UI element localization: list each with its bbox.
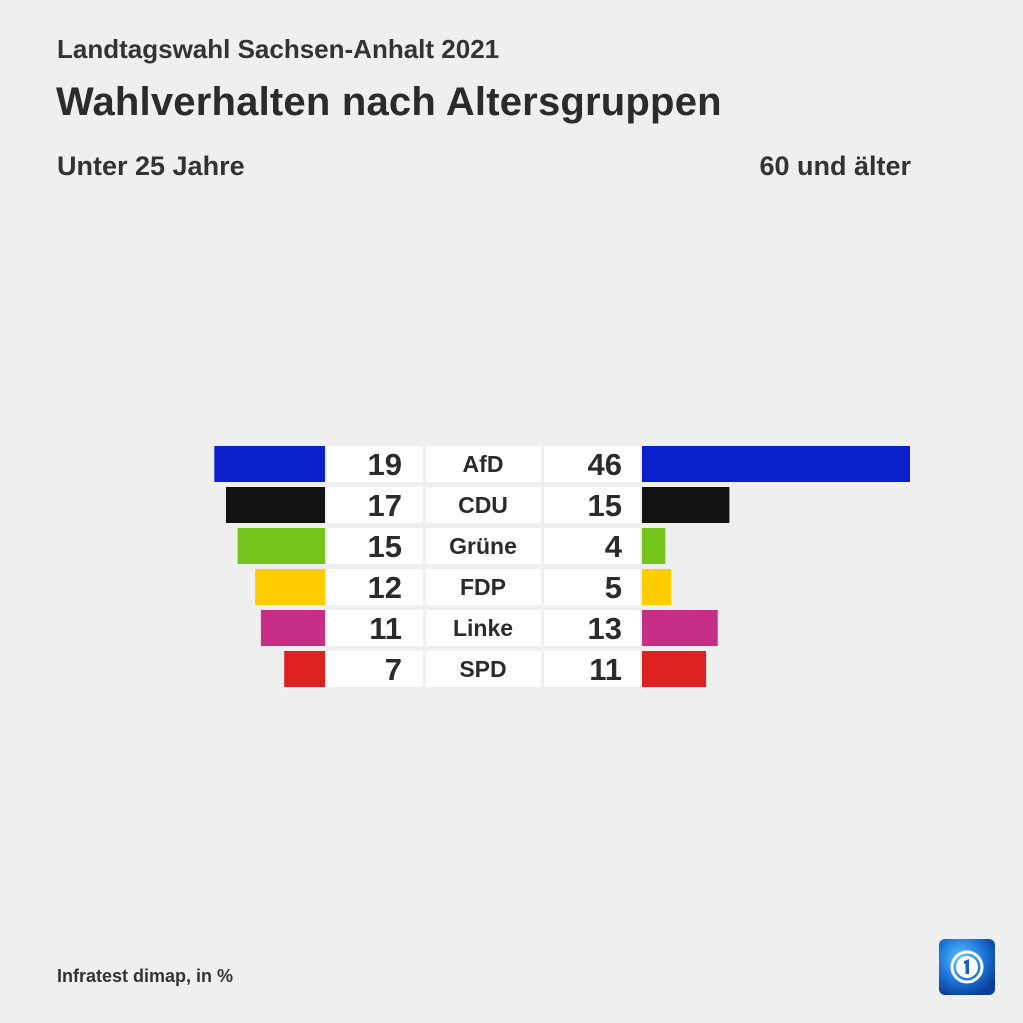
bar-right-cdu — [642, 487, 730, 523]
cell-bg-category — [426, 610, 541, 646]
value-label-left: 17 — [368, 488, 402, 523]
cell-bg-category — [426, 569, 541, 605]
category-label: Grüne — [449, 533, 517, 559]
cell-bg-right-value — [544, 569, 640, 605]
chart-supertitle: Landtagswahl Sachsen-Anhalt 2021 — [57, 34, 500, 64]
cell-bg-right-value — [544, 610, 640, 646]
bar-right-afd — [642, 446, 910, 482]
bar-left-gruene — [237, 528, 325, 564]
category-label: FDP — [460, 574, 506, 600]
cell-bg-category — [426, 446, 541, 482]
cell-bg-left-value — [327, 610, 423, 646]
chart-title: Wahlverhalten nach Altersgruppen — [56, 80, 722, 124]
bar-left-cdu — [225, 487, 325, 523]
bar-left-linke — [260, 610, 325, 646]
bar-left-fdp — [255, 569, 325, 605]
ard-logo-icon — [939, 939, 995, 995]
cell-bg-right-value — [544, 528, 640, 564]
category-label: AfD — [463, 451, 504, 477]
cell-bg-left-value — [327, 446, 423, 482]
value-label-left: 11 — [369, 611, 402, 646]
cell-bg-left-value — [327, 651, 423, 687]
category-label: Linke — [453, 615, 513, 641]
value-label-right: 13 — [588, 611, 622, 646]
cell-bg-right-value — [544, 651, 640, 687]
cell-bg-right-value — [544, 446, 640, 482]
bar-left-spd — [284, 651, 325, 687]
bar-left-afd — [214, 446, 325, 482]
value-label-right: 4 — [605, 529, 623, 564]
cell-bg-right-value — [544, 487, 640, 523]
bar-right-linke — [642, 610, 718, 646]
value-label-left: 12 — [368, 570, 402, 605]
value-label-right: 11 — [589, 652, 622, 687]
category-label: CDU — [458, 492, 508, 518]
bar-right-spd — [642, 651, 707, 687]
value-label-left: 19 — [368, 447, 402, 482]
cell-bg-left-value — [327, 569, 423, 605]
cell-bg-category — [426, 487, 541, 523]
cell-bg-category — [426, 528, 541, 564]
value-label-left: 7 — [385, 652, 402, 687]
value-label-right: 5 — [605, 570, 622, 605]
bar-right-gruene — [642, 528, 666, 564]
bar-right-fdp — [642, 569, 672, 605]
value-label-right: 46 — [588, 447, 622, 482]
source-note: Infratest dimap, in % — [57, 966, 234, 986]
value-label-right: 15 — [588, 488, 622, 523]
group-label-left: Unter 25 Jahre — [57, 151, 245, 181]
value-label-left: 15 — [368, 529, 402, 564]
cell-bg-left-value — [327, 528, 423, 564]
category-label: SPD — [459, 656, 506, 682]
cell-bg-left-value — [327, 487, 423, 523]
cell-bg-category — [426, 651, 541, 687]
group-label-right: 60 und älter — [759, 151, 911, 181]
